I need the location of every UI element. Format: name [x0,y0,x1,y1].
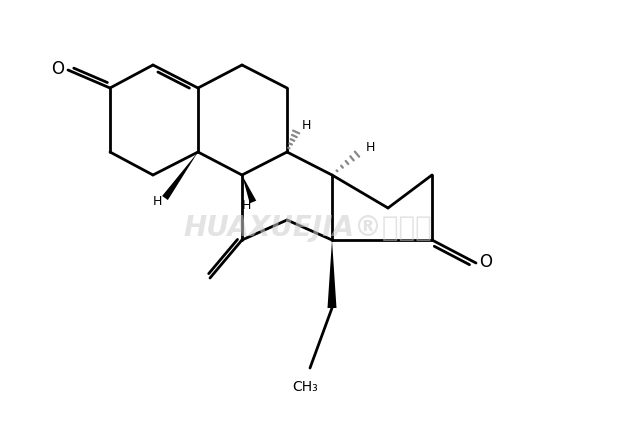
Text: O: O [51,60,65,78]
Text: H: H [365,141,375,154]
Polygon shape [242,175,256,203]
Text: H: H [301,119,311,132]
Text: H: H [152,194,162,207]
Text: H: H [241,198,251,211]
Polygon shape [162,152,198,200]
Text: HUAXUEJIA®化学加: HUAXUEJIA®化学加 [184,214,433,242]
Text: CH₃: CH₃ [292,380,318,394]
Polygon shape [328,240,336,308]
Text: O: O [479,253,492,271]
